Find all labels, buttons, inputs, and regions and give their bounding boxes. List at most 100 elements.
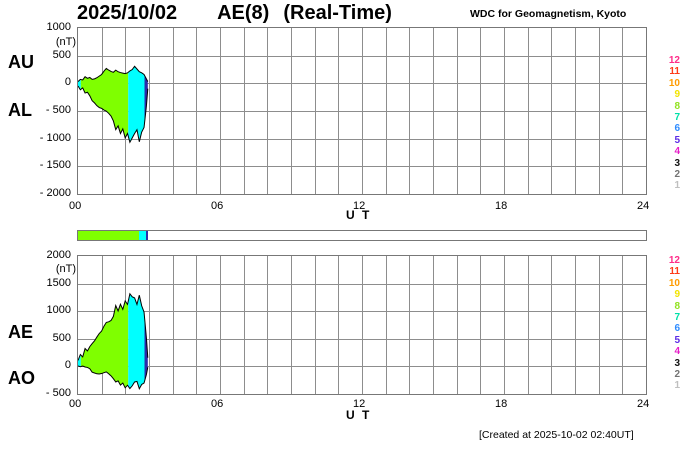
- grid-line-vertical: [480, 256, 482, 394]
- grid-line-vertical: [433, 256, 434, 394]
- series-label-ae: AE: [8, 322, 34, 342]
- series-label-al: AL: [8, 100, 32, 120]
- station-group-green: [78, 231, 140, 240]
- legend-item-5: 5: [674, 134, 680, 146]
- y-tick-label: - 1500: [39, 159, 71, 172]
- grid-line-vertical: [551, 256, 553, 394]
- y-tick-label: - 500: [45, 104, 71, 116]
- ae-ao-color-legend: 12 11 10 9 8 7 6 5 4 3 2 1: [660, 255, 686, 392]
- legend-item-6: 6: [674, 323, 680, 335]
- station-group-navy: [145, 231, 149, 240]
- grid-line-vertical: [338, 256, 340, 394]
- station-coverage-bar: [77, 230, 647, 241]
- grid-line-horizontal: [78, 283, 646, 285]
- legend-item-4: 4: [674, 346, 680, 358]
- trace-band: [78, 79, 81, 90]
- legend-item-8: 8: [674, 300, 680, 312]
- legend-item-3: 3: [674, 357, 680, 369]
- x-tick-label: 12: [353, 398, 366, 410]
- ae-ao-unit-label: (nT): [55, 263, 76, 275]
- trace-band: [78, 354, 81, 367]
- y-tick-label: 1000: [46, 21, 71, 33]
- grid-line-vertical: [622, 256, 624, 394]
- legend-item-4: 4: [674, 146, 680, 158]
- grid-line-horizontal: [78, 338, 646, 340]
- grid-line-horizontal: [78, 111, 646, 112]
- grid-line-horizontal: [78, 166, 646, 168]
- y-tick-label: 1000: [46, 304, 71, 317]
- grid-line-vertical: [456, 256, 458, 394]
- title-date: 2025/10/02: [77, 2, 178, 24]
- trace-upper-envelope: [78, 292, 149, 361]
- grid-line-vertical: [385, 256, 387, 394]
- legend-item-10: 10: [668, 77, 680, 89]
- y-tick-label: - 1000: [39, 131, 71, 144]
- y-tick-label: 0: [64, 76, 71, 89]
- top-grid: [78, 28, 646, 194]
- trace-band: [128, 66, 145, 143]
- series-label-au: AU: [8, 52, 34, 72]
- title-index: AE(8): [217, 2, 270, 24]
- trace-band: [80, 300, 129, 388]
- grid-line-vertical: [149, 256, 150, 394]
- x-tick-label: 06: [211, 200, 224, 212]
- station-group-cyan: [139, 231, 146, 240]
- grid-line-vertical: [362, 256, 363, 394]
- x-tick-label: 18: [495, 200, 508, 212]
- grid-line-horizontal: [78, 311, 646, 313]
- legend-item-8: 8: [674, 100, 680, 112]
- grid-line-horizontal: [78, 366, 646, 368]
- legend-item-12: 12: [668, 255, 680, 266]
- y-tick-label: - 500: [45, 387, 71, 399]
- legend-item-7: 7: [674, 312, 680, 324]
- x-tick-label: 24: [637, 200, 650, 212]
- created-timestamp: [Created at 2025-10-02 02:40UT]: [479, 429, 634, 441]
- grid-line-vertical: [575, 256, 576, 394]
- legend-item-5: 5: [674, 334, 680, 346]
- ae-ao-plot-panel: [77, 255, 647, 395]
- trace-band: [128, 293, 145, 389]
- page-title: 2025/10/02 AE(8) (Real-Time): [77, 2, 392, 25]
- trace-lower-envelope: [78, 365, 149, 391]
- x-tick-label: 00: [69, 200, 82, 212]
- trace-band: [80, 68, 129, 138]
- trace-upper-envelope: [78, 65, 149, 82]
- title-mode: (Real-Time): [283, 2, 392, 24]
- x-tick-label: 06: [211, 398, 224, 410]
- grid-line-horizontal: [78, 138, 646, 140]
- legend-item-12: 12: [668, 55, 680, 66]
- y-tick-label: 2000: [46, 249, 71, 261]
- x-tick-label: 18: [495, 398, 508, 410]
- legend-item-9: 9: [674, 289, 680, 301]
- grid-line-horizontal: [78, 55, 646, 57]
- au-al-color-legend: 12 11 10 9 8 7 6 5 4 3 2 1: [660, 55, 686, 192]
- au-al-trace: [78, 65, 149, 144]
- legend-item-9: 9: [674, 89, 680, 101]
- y-tick-label: - 2000: [39, 187, 71, 199]
- y-tick-label: 0: [64, 359, 71, 372]
- legend-item-11: 11: [669, 266, 680, 278]
- trace-lower-envelope: [78, 85, 149, 144]
- trace-band: [144, 317, 148, 382]
- ae-ao-x-axis-title: U T: [346, 408, 372, 422]
- au-al-unit-label: (nT): [55, 36, 76, 48]
- au-al-x-axis-title: U T: [346, 208, 372, 222]
- grid-line-vertical: [196, 256, 198, 394]
- attribution-text: WDC for Geomagnetism, Kyoto: [470, 8, 627, 20]
- legend-item-3: 3: [674, 157, 680, 169]
- bottom-grid: [78, 256, 646, 394]
- legend-item-11: 11: [669, 66, 680, 78]
- x-tick-label: 00: [69, 398, 82, 410]
- legend-item-10: 10: [668, 277, 680, 289]
- grid-line-vertical: [409, 256, 411, 394]
- grid-line-vertical: [220, 256, 221, 394]
- grid-line-vertical: [504, 256, 505, 394]
- grid-line-vertical: [267, 256, 269, 394]
- grid-line-vertical: [598, 256, 600, 394]
- legend-item-6: 6: [674, 123, 680, 135]
- series-label-ao: AO: [8, 368, 35, 388]
- au-al-plot-panel: [77, 27, 647, 195]
- x-tick-label: 12: [353, 200, 366, 212]
- grid-line-vertical: [243, 256, 245, 394]
- ae-ao-trace: [78, 292, 149, 391]
